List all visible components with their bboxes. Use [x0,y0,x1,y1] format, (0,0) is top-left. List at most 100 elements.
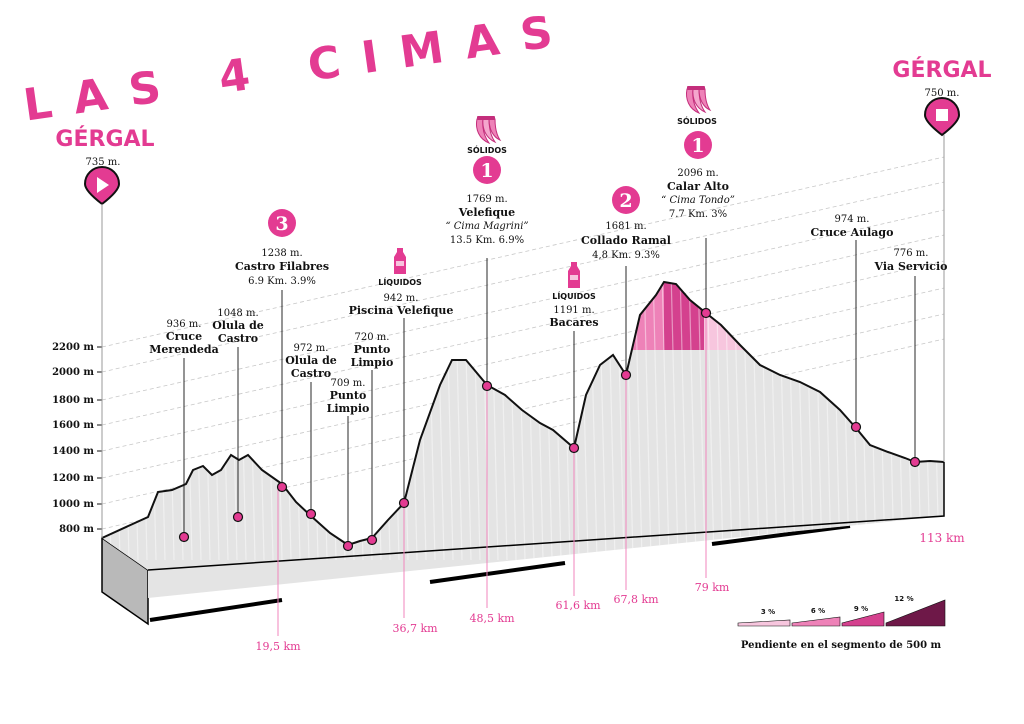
waypoint-altitude: 1191 m. [553,305,594,316]
waypoint-altitude: 936 m. [167,319,202,330]
waypoint-name: Punto [330,389,367,402]
stripe-line [688,282,697,561]
profile-base [101,524,851,626]
waypoint-altitude: 942 m. [384,293,419,304]
stripe-line [706,282,715,561]
finish-name: GÉRGAL [892,57,991,83]
waypoint-name: Limpio [351,356,394,369]
play-icon [97,177,109,193]
supply-points: SÓLIDOS SÓLIDOS LÍQUIDOS LÍQUIDOS [378,86,717,301]
climb-subtitle: “ Cima Tondo” [661,195,735,206]
climb-category: 3 [275,213,288,235]
waypoint-altitude: 709 m. [331,378,366,389]
waypoint-name: Merendeda [149,343,218,356]
elevation-tick: 1800 m [52,395,94,406]
legend-caption: Pendiente en el segmento de 500 m [741,640,942,651]
legend-level: 9 % [854,605,868,613]
climb-category: 2 [619,190,632,212]
km-marker: 61,6 km [555,599,601,612]
climb-badge [268,209,296,237]
stripe-line [661,282,670,561]
climb-badge [684,131,712,159]
climb-stats: 13.5 Km. 6.9% [450,235,524,246]
finish-altitude: 750 m. [925,88,960,99]
climb-name: Velefique [458,206,515,219]
km-marker: 36,7 km [392,622,438,635]
waypoint-dot [305,508,317,520]
grid-line [101,181,945,373]
grid-line [101,287,945,479]
bottle-icon [568,262,580,288]
finish-group: GÉRGAL 750 m. [892,57,992,462]
gradient-band [856,282,910,350]
stripe-line [121,282,130,561]
elevation-tick: 800 m [59,524,94,535]
start-group: GÉRGAL 735 m. [55,126,155,538]
stripe-line [112,282,121,561]
legend-swatches [737,599,946,627]
elevation-tick: 2000 m [52,367,94,378]
elevation-tick: 1000 m [52,499,94,510]
legend-swatch [841,611,885,627]
waypoint-name: Piscina Velefique [349,304,454,317]
waypoint-name: Punto [354,343,391,356]
waypoint-dot [342,540,354,552]
title-group: LAS 4 CIMAS [20,4,577,132]
stripe-line [643,282,652,561]
base-edge [147,462,945,571]
waypoint-name: Bacares [549,316,598,329]
gradient-band [790,282,830,350]
legend-swatch [737,619,791,627]
stripe-line [328,282,337,561]
elevation-tick: 1200 m [52,473,94,484]
waypoint-dot [276,481,288,493]
climb-badges: 3 1 2 1 [268,131,712,237]
climb-badge [473,156,501,184]
waypoint-name: Olula de [212,319,264,332]
bananas-icon [476,116,502,145]
climb-labels: 1238 m. Castro Filabres 6.9 Km. 3.9% 176… [235,168,735,287]
waypoint-dot [850,421,862,433]
waypoint-name: Cruce Aulago [811,226,894,239]
legend-level: 3 % [761,608,775,616]
climb-name: Castro Filabres [235,260,329,273]
climb-category: 1 [480,160,493,182]
climb-name: Calar Alto [667,180,729,193]
waypoint-dot [366,534,378,546]
climb-stats: 4,8 Km. 9.3% [592,250,660,261]
stripe-line [697,282,706,561]
legend-level: 12 % [894,595,913,603]
start-name: GÉRGAL [55,126,154,152]
climb-stats: 7.7 Km. 3% [669,209,727,220]
slope-legend: 3 % 6 % 9 % 12 % Pendiente en el segment… [737,595,946,651]
stripe-line [103,282,112,561]
km-marker: 67,8 km [613,593,659,606]
climb-altitude: 1681 m. [605,221,646,232]
climb-altitude: 2096 m. [677,168,718,179]
waypoint-dot [481,380,493,392]
title: LAS 4 CIMAS [20,4,577,132]
legend-swatch [885,599,946,627]
km-marker: 48,5 km [469,612,515,625]
legend-swatch [791,616,841,627]
leader-lines [183,238,916,636]
gradient-band [592,282,626,350]
waypoint-name: Castro [218,332,258,345]
grid-line [101,260,945,452]
base-dash-3 [711,524,851,546]
legend-level: 6 % [811,607,825,615]
bananas-icon [686,86,712,115]
waypoint-altitude: 776 m. [894,248,929,259]
base-dash-2 [429,561,566,584]
waypoint-altitude: 972 m. [294,343,329,354]
waypoint-name: Castro [291,367,331,380]
elevation-axis: 800 m 1000 m 1200 m 1400 m 1600 m 1800 m 2000 … [52,342,102,535]
waypoint-dot [700,307,712,319]
waypoint-altitude: 1048 m. [217,308,258,319]
waypoint-altitude: 974 m. [835,214,870,225]
start-altitude: 735 m. [86,157,121,168]
supply-label: SÓLIDOS [467,144,507,155]
waypoint-dot [398,497,410,509]
waypoint-dot [909,456,921,468]
